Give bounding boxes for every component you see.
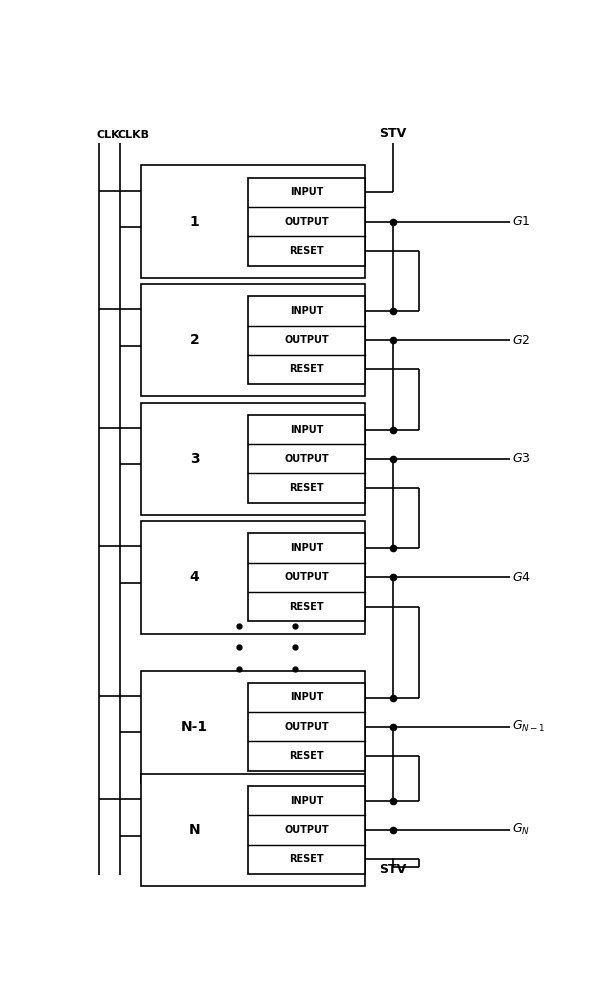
Text: RESET: RESET (289, 483, 324, 493)
Bar (248, 178, 365, 266)
Text: $G_{N-1}$: $G_{N-1}$ (513, 719, 546, 734)
Text: 2: 2 (190, 333, 200, 347)
Text: INPUT: INPUT (290, 306, 323, 316)
Bar (141, 671, 365, 783)
Text: RESET: RESET (289, 854, 324, 864)
Text: CLK: CLK (96, 130, 120, 140)
Text: 3: 3 (190, 452, 200, 466)
Text: $G4$: $G4$ (513, 571, 531, 584)
Bar (141, 403, 365, 515)
Text: N: N (189, 823, 200, 837)
Text: RESET: RESET (289, 364, 324, 374)
Text: INPUT: INPUT (290, 796, 323, 806)
Text: OUTPUT: OUTPUT (285, 217, 329, 227)
Bar (248, 683, 365, 771)
Text: N-1: N-1 (181, 720, 208, 734)
Text: $G2$: $G2$ (513, 334, 531, 347)
Text: INPUT: INPUT (290, 543, 323, 553)
Bar (141, 284, 365, 396)
Text: 1: 1 (190, 215, 200, 229)
Text: INPUT: INPUT (290, 692, 323, 702)
Bar (248, 533, 365, 621)
Text: INPUT: INPUT (290, 425, 323, 435)
Text: OUTPUT: OUTPUT (285, 454, 329, 464)
Bar (248, 296, 365, 384)
Text: $G3$: $G3$ (513, 452, 531, 465)
Text: $G_N$: $G_N$ (513, 822, 530, 837)
Text: OUTPUT: OUTPUT (285, 722, 329, 732)
Text: OUTPUT: OUTPUT (285, 335, 329, 345)
Text: RESET: RESET (289, 246, 324, 256)
Bar (248, 786, 365, 874)
Bar (141, 165, 365, 278)
Text: RESET: RESET (289, 751, 324, 761)
Text: RESET: RESET (289, 602, 324, 612)
Bar (141, 521, 365, 634)
Text: OUTPUT: OUTPUT (285, 825, 329, 835)
Text: 4: 4 (190, 570, 200, 584)
Text: INPUT: INPUT (290, 187, 323, 197)
Text: OUTPUT: OUTPUT (285, 572, 329, 582)
Bar (141, 774, 365, 886)
Bar (248, 415, 365, 503)
Text: STV: STV (379, 127, 407, 140)
Text: $G1$: $G1$ (513, 215, 531, 228)
Text: STV: STV (379, 863, 407, 876)
Text: CLKB: CLKB (118, 130, 150, 140)
